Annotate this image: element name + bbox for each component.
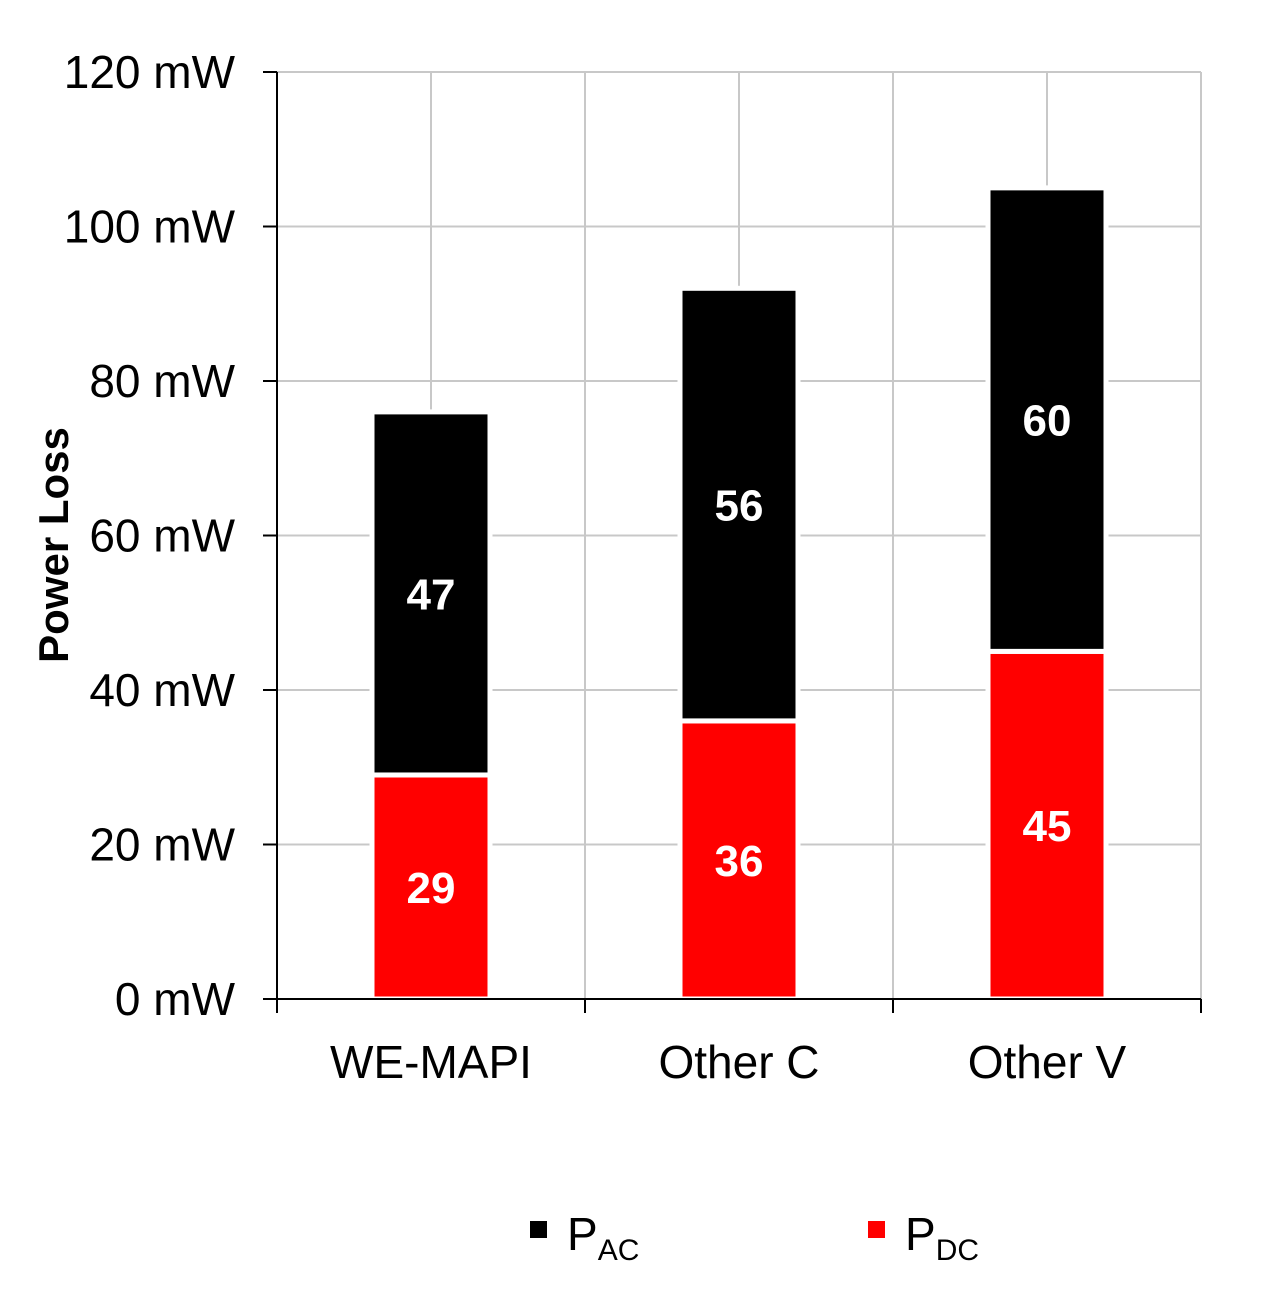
legend-label: PAC bbox=[567, 1208, 639, 1267]
legend-item-pdc: PDC bbox=[868, 1208, 979, 1267]
y-tick-label: 0 mW bbox=[115, 973, 236, 1025]
bar-pdc-0 bbox=[369, 772, 493, 1002]
legend-label: PDC bbox=[905, 1208, 979, 1267]
x-tick-label: WE-MAPI bbox=[330, 1036, 532, 1088]
x-tick-labels: WE-MAPI Other C Other V bbox=[330, 1036, 1127, 1088]
data-label: 60 bbox=[1023, 397, 1072, 446]
y-tick-label: 80 mW bbox=[89, 355, 235, 407]
y-tick-label: 60 mW bbox=[89, 510, 235, 562]
legend-swatch bbox=[530, 1221, 547, 1238]
data-label: 56 bbox=[715, 482, 764, 531]
axes bbox=[263, 71, 1202, 1013]
y-tick-label: 100 mW bbox=[64, 201, 236, 253]
y-tick-label: 120 mW bbox=[64, 46, 236, 98]
legend: PAC PDC bbox=[530, 1208, 979, 1267]
bar-pac-0 bbox=[369, 409, 493, 778]
data-label: 47 bbox=[407, 570, 456, 619]
y-axis-label: Power Loss bbox=[30, 427, 77, 663]
y-tick-labels: 0 mW 20 mW 40 mW 60 mW 80 mW 100 mW 120 mW bbox=[64, 46, 236, 1025]
data-label: 45 bbox=[1023, 802, 1072, 851]
bar-pac-1 bbox=[677, 285, 801, 724]
bars: 29 47 36 56 45 60 bbox=[369, 185, 1109, 1002]
x-tick-label: Other C bbox=[658, 1036, 819, 1088]
y-tick-label: 20 mW bbox=[89, 819, 235, 871]
bar-pac-2 bbox=[985, 185, 1109, 654]
data-label: 29 bbox=[407, 864, 456, 913]
x-tick-label: Other V bbox=[968, 1036, 1127, 1088]
legend-swatch bbox=[868, 1221, 885, 1238]
legend-item-pac: PAC bbox=[530, 1208, 639, 1267]
data-label: 36 bbox=[715, 837, 764, 886]
y-tick-label: 40 mW bbox=[89, 664, 235, 716]
